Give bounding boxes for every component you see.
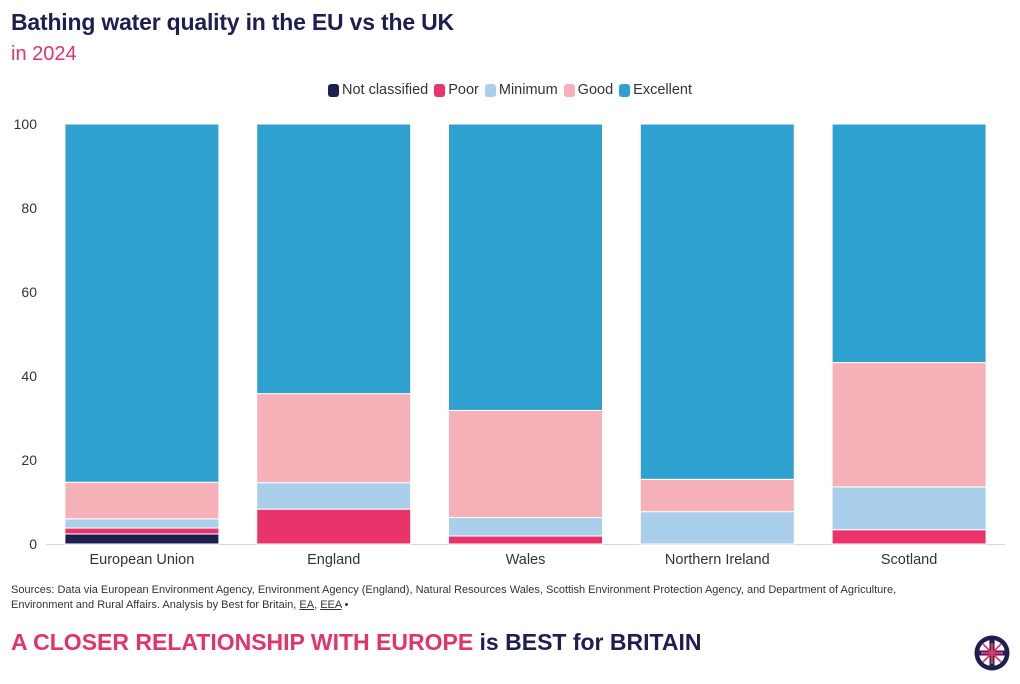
tagline: A CLOSER RELATIONSHIP WITH EUROPE is BES…: [11, 629, 701, 656]
legend-swatch: [563, 83, 575, 97]
legend-item-excellent[interactable]: Excellent: [619, 82, 692, 98]
bar-segment-minimum: England – Minimum: 6.3: [256, 482, 412, 510]
bar-segment-excellent: Scotland – Excellent: 56.8: [831, 123, 987, 364]
logo-north-point: [989, 637, 995, 643]
bar-segment-minimum: European Union – Minimum: 2.2: [64, 518, 220, 529]
x-tick-label: European Union: [89, 552, 194, 568]
legend-swatch: [619, 83, 631, 97]
legend-item-good[interactable]: Good: [563, 82, 614, 98]
bar-segment-poor: England – Poor: 8.3: [256, 508, 412, 545]
bar-segment-minimum: Northern Ireland – Minimum: 7.7: [639, 511, 795, 545]
legend-item-minimum[interactable]: Minimum: [484, 82, 558, 98]
bar-segment-excellent: Wales – Excellent: 68.2: [448, 123, 603, 411]
sources-separator: ,: [314, 599, 321, 611]
chart-title: Bathing water quality in the EU vs the U…: [11, 9, 454, 35]
legend: Not classified Poor Minimum Good Excellent: [0, 82, 1020, 98]
bar-segment-good: Northern Ireland – Good: 7.7: [639, 478, 795, 513]
bar-segment-not-classified: European Union – Not classified: 2.4: [64, 533, 220, 545]
sources-note: Sources: Data via European Environment A…: [11, 583, 931, 613]
y-tick-label: 0: [29, 536, 37, 552]
sources-text: Sources: Data via European Environment A…: [11, 584, 897, 611]
bar-segment-poor: European Union – Poor: 1.4: [64, 527, 220, 535]
bar-segment-excellent: Northern Ireland – Excellent: 84.6: [639, 123, 795, 480]
bar-segment-minimum: Scotland – Minimum: 10.2: [831, 486, 987, 531]
x-tick-label: England: [307, 552, 360, 568]
bar-segment-poor: Wales – Poor: 1.9: [448, 535, 603, 545]
bar-segment-excellent: England – Excellent: 64.2: [256, 123, 412, 395]
bar-segment-good: Scotland – Good: 29.6: [831, 362, 987, 488]
sources-bullet: •: [341, 599, 349, 611]
legend-swatch: [327, 83, 339, 97]
bar-segment-good: Wales – Good: 25.5: [448, 409, 603, 519]
logo-saltire: [982, 643, 1002, 663]
y-tick-label: 80: [21, 200, 37, 216]
y-tick-label: 40: [21, 368, 37, 384]
y-tick-label: 100: [14, 116, 38, 132]
x-tick-label: Wales: [506, 552, 546, 568]
bar-segment-poor: Scotland – Poor: 3.4: [831, 529, 987, 545]
bar-segment-minimum: Wales – Minimum: 4.4: [448, 517, 603, 537]
bar-segment-excellent: European Union – Excellent: 85.3: [64, 123, 220, 483]
chart-subtitle: in 2024: [11, 43, 77, 65]
x-tick-label: Northern Ireland: [665, 552, 770, 568]
bar-segment-good: England – Good: 21.2: [256, 393, 412, 484]
legend-item-poor[interactable]: Poor: [434, 82, 479, 98]
legend-swatch: [484, 83, 496, 97]
legend-swatch: [434, 83, 446, 97]
legend-label: Good: [577, 82, 614, 98]
legend-item-not-classified[interactable]: Not classified: [327, 82, 429, 98]
bar-segment-good: European Union – Good: 8.7: [64, 481, 220, 520]
union-flag-compass-icon: [974, 635, 1010, 671]
x-tick-label: Scotland: [881, 552, 937, 568]
legend-label: Minimum: [498, 82, 558, 98]
legend-label: Poor: [448, 82, 479, 98]
tagline-accent: A CLOSER RELATIONSHIP WITH EUROPE: [11, 629, 474, 655]
eea-link[interactable]: EEA: [320, 599, 342, 611]
legend-label: Excellent: [633, 82, 692, 98]
stacked-bar-chart: 0 20 40 60 80 100 European Union – Not classif…: [14, 116, 1005, 568]
ea-link[interactable]: EA: [299, 599, 315, 611]
legend-label: Not classified: [341, 82, 429, 98]
y-tick-label: 60: [21, 284, 37, 300]
tagline-rest: is BEST for BRITAIN: [473, 629, 702, 655]
y-tick-label: 20: [21, 452, 37, 468]
